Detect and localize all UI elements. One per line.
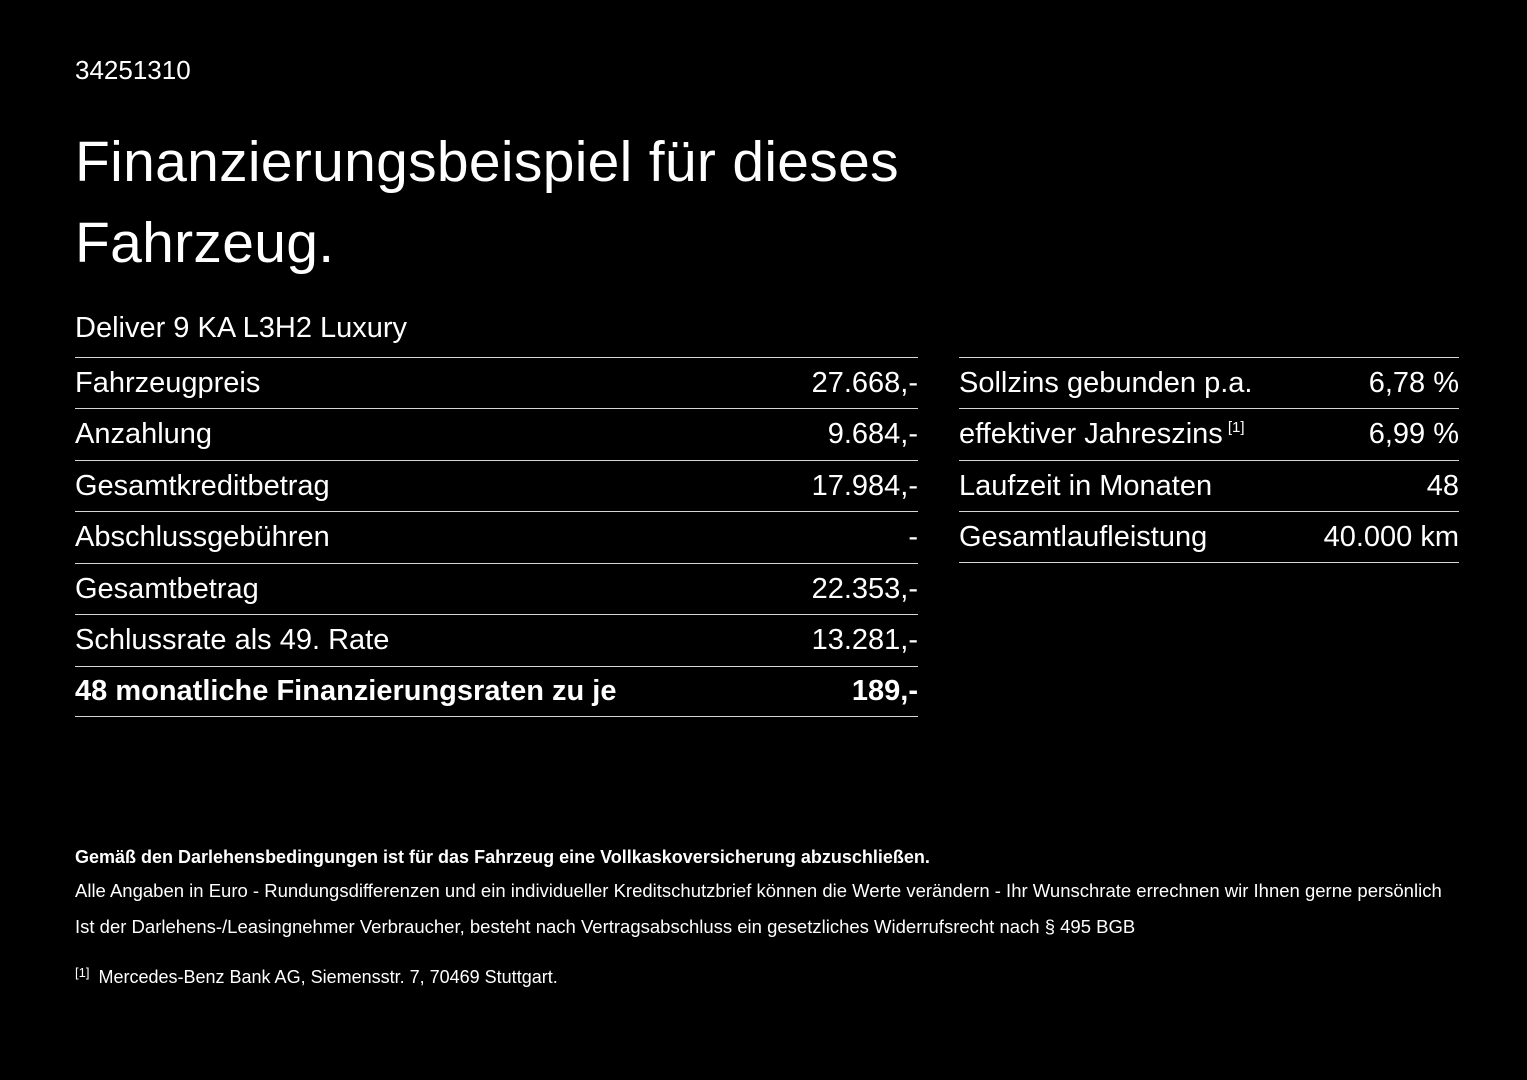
footnote-withdrawal-note: Ist der Darlehens-/Leasingnehmer Verbrau… bbox=[75, 916, 1136, 938]
row-label: effektiver Jahreszins [1] bbox=[959, 418, 1245, 451]
financing-tables: Fahrzeugpreis 27.668,- Anzahlung 9.684,-… bbox=[75, 356, 1459, 718]
footnotes: Gemäß den Darlehensbedingungen ist für d… bbox=[75, 846, 1475, 988]
financing-table-right: Sollzins gebunden p.a. 6,78 % effektiver… bbox=[959, 356, 1459, 563]
table-row: Sollzins gebunden p.a. 6,78 % bbox=[959, 356, 1459, 409]
row-value: 40.000 km bbox=[1323, 520, 1459, 553]
row-value: 6,78 % bbox=[1368, 366, 1459, 399]
row-value: 17.984,- bbox=[811, 469, 918, 502]
table-row: Gesamtlaufleistung 40.000 km bbox=[959, 511, 1459, 563]
row-label: Gesamtkreditbetrag bbox=[75, 469, 330, 502]
row-value: 48 bbox=[1426, 469, 1459, 502]
vehicle-name: Deliver 9 KA L3H2 Luxury bbox=[75, 311, 408, 344]
footnote-bank-reference: [1] Mercedes-Benz Bank AG, Siemensstr. 7,… bbox=[75, 965, 1475, 988]
row-value: 6,99 % bbox=[1368, 418, 1459, 451]
footnote-insurance: Gemäß den Darlehensbedingungen ist für d… bbox=[75, 847, 930, 867]
row-value: 189,- bbox=[851, 675, 918, 708]
row-label: Laufzeit in Monaten bbox=[959, 469, 1213, 502]
table-row: Laufzeit in Monaten 48 bbox=[959, 459, 1459, 512]
table-row: Gesamtkreditbetrag 17.984,- bbox=[75, 459, 918, 512]
table-row: Anzahlung 9.684,- bbox=[75, 408, 918, 460]
table-row: Schlussrate als 49. Rate 13.281,- bbox=[75, 614, 918, 666]
table-row: Abschlussgebühren - bbox=[75, 511, 918, 563]
page-title: Finanzierungsbeispiel für dieses Fahrzeu… bbox=[75, 130, 899, 275]
footnote-ref-marker: [1] bbox=[1227, 419, 1245, 437]
row-label: 48 monatliche Finanzierungsraten zu je bbox=[75, 675, 617, 708]
footnote-ref-marker: [1] bbox=[75, 965, 90, 981]
row-label: Anzahlung bbox=[75, 418, 213, 451]
row-label: Schlussrate als 49. Rate bbox=[75, 624, 390, 657]
row-value: 9.684,- bbox=[827, 418, 918, 451]
row-label: Sollzins gebunden p.a. bbox=[959, 366, 1253, 399]
row-label: Abschlussgebühren bbox=[75, 521, 330, 554]
row-label: Fahrzeugpreis bbox=[75, 366, 261, 399]
table-row-monthly-rate: 48 monatliche Finanzierungsraten zu je 1… bbox=[75, 665, 918, 718]
row-label-text: effektiver Jahreszins bbox=[959, 418, 1223, 451]
row-value: 13.281,- bbox=[811, 624, 918, 657]
footnote-ref-text: Mercedes-Benz Bank AG, Siemensstr. 7, 70… bbox=[98, 967, 558, 988]
footnote-euro-note: Alle Angaben in Euro - Rundungsdifferenz… bbox=[75, 880, 1442, 902]
row-label: Gesamtbetrag bbox=[75, 572, 259, 605]
row-value: 22.353,- bbox=[811, 572, 918, 605]
table-row: Fahrzeugpreis 27.668,- bbox=[75, 356, 918, 409]
row-value: 27.668,- bbox=[811, 366, 918, 399]
row-label: Gesamtlaufleistung bbox=[959, 520, 1208, 553]
table-row: effektiver Jahreszins [1] 6,99 % bbox=[959, 408, 1459, 460]
table-row: Gesamtbetrag 22.353,- bbox=[75, 562, 918, 615]
financing-table-left: Fahrzeugpreis 27.668,- Anzahlung 9.684,-… bbox=[75, 356, 918, 718]
row-value: - bbox=[908, 521, 918, 554]
document-id: 34251310 bbox=[75, 55, 191, 85]
